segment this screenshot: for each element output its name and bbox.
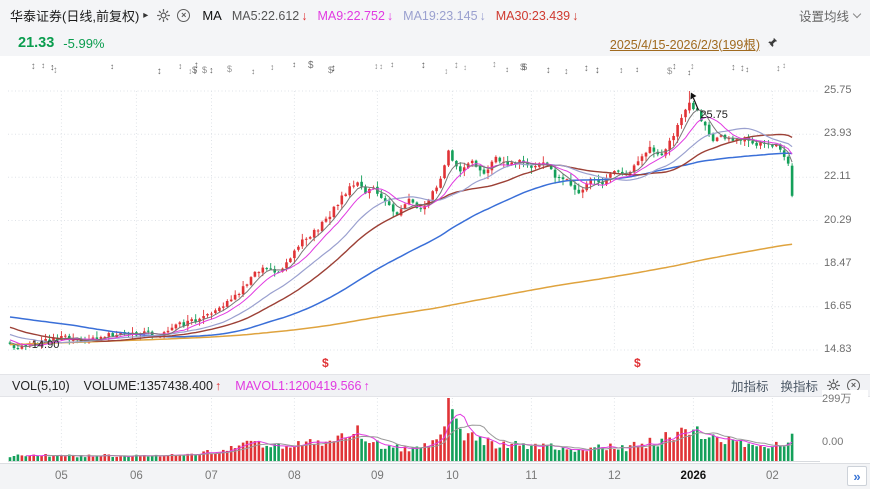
time-axis-label: 09	[370, 470, 384, 482]
ma-values-group: MA5:22.612 ↓ MA9:22.752 ↓ MA19:23.145 ↓ MA30:2…	[222, 8, 579, 23]
close-x-glyph: ×	[181, 9, 187, 20]
time-axis-label: 02	[765, 470, 779, 482]
indicator-header-bar: 华泰证券(日线,前复权) ▸ × MA MA5:22.612 ↓ MA9:22.75…	[0, 0, 870, 30]
ma-down-arrow-icon: ↓	[386, 8, 394, 23]
dividend-icon[interactable]: $	[634, 356, 641, 370]
scroll-right-button[interactable]: »	[847, 466, 867, 486]
ma-value-ma9: MA9:22.752 ↓	[317, 8, 394, 23]
price-axis-label: 16.65	[824, 299, 852, 312]
price-axis-label: 25.75	[824, 84, 852, 96]
price-axis-label: 14.83	[824, 343, 852, 355]
last-price: 21.33	[18, 35, 55, 51]
chevron-down-icon	[852, 9, 862, 18]
time-axis: 05 06 07 08 09 10 11 12 2026 02	[0, 463, 870, 489]
time-axis-label: 08	[287, 470, 301, 482]
price-axis-label: 18.47	[824, 256, 852, 269]
volume-header-bar: VOL(5,10) VOLUME:1357438.400 ↑ MAVOL1:12…	[0, 374, 870, 397]
ma-value-ma30: MA30:23.439 ↓	[495, 8, 579, 23]
svg-text:14.90: 14.90	[32, 339, 60, 351]
visible-date-range[interactable]: 2025/4/15-2026/2/3(199根)	[609, 37, 760, 52]
pin-icon-glyph	[766, 37, 778, 48]
time-axis-label: 10	[445, 470, 459, 482]
vol-close-x-glyph: ×	[850, 380, 857, 390]
stock-title[interactable]: 华泰证券(日线,前复权)	[10, 8, 140, 24]
price-axis: 25.75 23.93 22.11 20.29 18.47 16.65 14.83	[820, 56, 870, 374]
ma-down-arrow-icon: ↓	[301, 8, 308, 23]
dropdown-triangle-icon[interactable]: ▸	[143, 9, 149, 21]
time-axis-label: 12	[607, 470, 621, 482]
time-axis-label: 2026	[680, 470, 707, 482]
price-axis-label: 23.93	[824, 127, 852, 140]
quote-bar: 21.33 -5.99% 2025/4/15-2026/2/3(199根)	[0, 30, 870, 56]
time-axis-label: 07	[205, 470, 218, 482]
volume-axis-max: 299万	[822, 390, 868, 406]
price-change-percent: -5.99%	[63, 35, 105, 51]
price-axis-label: 20.29	[824, 213, 852, 226]
ma-settings-label: 设置均线	[798, 9, 849, 24]
ma-value-ma19: MA19:23.145 ↓	[403, 8, 486, 23]
time-axis-label: 05	[54, 470, 68, 482]
pin-icon[interactable]	[766, 37, 778, 49]
svg-text:25.75: 25.75	[700, 109, 728, 121]
price-axis-label: 22.11	[824, 170, 851, 183]
dividend-icon[interactable]: $	[322, 356, 329, 370]
add-indicator-button[interactable]: 加指标	[730, 380, 769, 394]
dividend-marker-row: $ $	[0, 356, 820, 372]
volume-value: VOLUME:1357438.400	[83, 378, 213, 393]
ma-indicator-label[interactable]: MA	[202, 7, 222, 23]
volume-chart[interactable]	[8, 398, 820, 462]
time-axis-label: 06	[129, 470, 143, 482]
switch-indicator-button[interactable]: 换指标	[780, 380, 818, 394]
mavol-value: MAVOL1:1200419.566	[235, 378, 362, 393]
volume-axis-min: 0.00	[822, 436, 868, 448]
ma-down-arrow-icon: ↓	[572, 8, 579, 23]
mavol-up-arrow: ↑	[363, 378, 370, 393]
main-chart-panel[interactable]: 25.75 14.90	[0, 56, 820, 374]
time-axis-label: 11	[525, 470, 538, 482]
date-range-group: 2025/4/15-2026/2/3(199根)	[610, 34, 778, 53]
close-icon[interactable]: ×	[177, 8, 191, 22]
vol-indicator-label[interactable]: VOL(5,10)	[12, 378, 70, 393]
candlestick-chart[interactable]: 25.75 14.90	[8, 56, 820, 360]
ma-value-ma5: MA5:22.612 ↓	[231, 8, 308, 23]
gear-icon[interactable]	[157, 8, 171, 22]
volume-up-arrow: ↑	[214, 378, 222, 393]
gear-icon-glyph	[157, 8, 171, 22]
volume-chart-panel[interactable]	[0, 397, 820, 463]
ma-down-arrow-icon: ↓	[479, 8, 486, 23]
ma-settings-button[interactable]: 设置均线	[798, 6, 862, 25]
